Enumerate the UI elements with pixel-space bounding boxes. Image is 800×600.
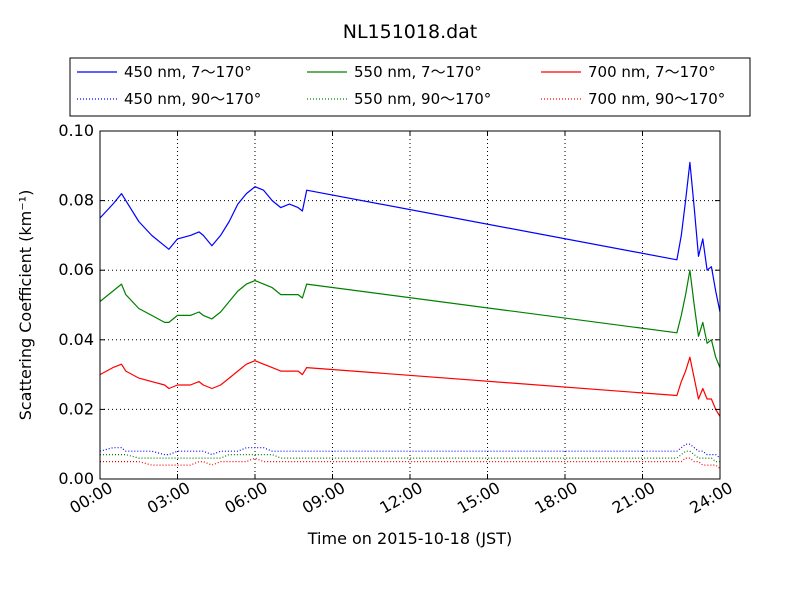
legend-label: 700 nm, 7～170° — [588, 63, 716, 81]
legend-label: 700 nm, 90～170° — [588, 90, 725, 108]
gridlines — [100, 131, 720, 479]
legend: 450 nm, 7～170° 550 nm, 7～170° 700 nm, 7～17… — [77, 63, 725, 108]
legend-box — [69, 57, 751, 117]
y-tick-label: 0.02 — [58, 399, 94, 418]
plot-area — [100, 131, 720, 479]
x-tick-label: 24:00 — [686, 478, 735, 518]
x-tick-label: 06:00 — [221, 478, 270, 518]
y-tick-label: 0.04 — [58, 330, 94, 349]
x-tick-label: 21:00 — [609, 478, 658, 518]
y-tick-label: 0.10 — [58, 121, 94, 140]
y-axis-label: Scattering Coefficient (km⁻¹) — [16, 190, 35, 421]
y-tick-label: 0.06 — [58, 260, 94, 279]
y-tick-label: 0.08 — [58, 191, 94, 210]
x-tick-label: 09:00 — [299, 478, 348, 518]
series-group — [99, 161, 721, 470]
series-line-1 — [99, 161, 721, 313]
series-line-2 — [99, 269, 721, 368]
legend-label: 550 nm, 90～170° — [354, 90, 491, 108]
legend-label: 450 nm, 90～170° — [124, 90, 261, 108]
legend-label: 450 nm, 7～170° — [124, 63, 252, 81]
x-tick-label: 12:00 — [376, 478, 425, 518]
chart-title: NL151018.dat — [343, 21, 478, 43]
series-line-5 — [100, 450, 720, 463]
legend-label: 550 nm, 7～170° — [354, 63, 482, 81]
y-tick-label: 0.00 — [58, 469, 94, 488]
series-line-6 — [100, 457, 721, 470]
x-tick-label: 15:00 — [454, 478, 503, 518]
x-axis-label: Time on 2015-10-18 (JST) — [307, 529, 512, 548]
series-line-3 — [99, 356, 721, 417]
x-tick-label: 03:00 — [144, 478, 193, 518]
x-tick-label: 18:00 — [531, 478, 580, 518]
